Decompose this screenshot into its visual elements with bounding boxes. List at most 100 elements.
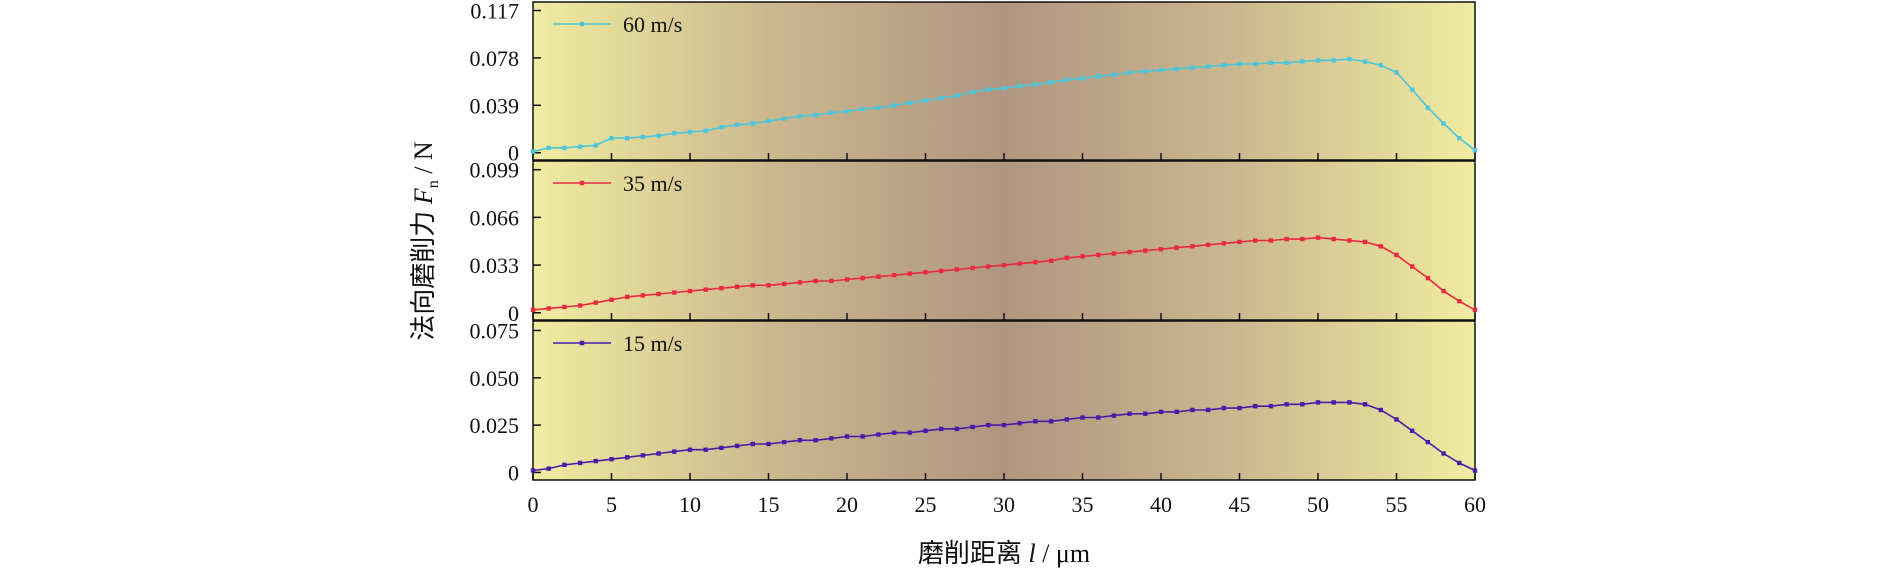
data-point (672, 131, 677, 136)
data-point (1237, 405, 1242, 411)
chart-panels: 0 0.039 0.078 0.117 60 m/s 0 0.033 0.066 0.099 35… (470, 0, 1478, 485)
y-tick-label: 0 (508, 141, 519, 166)
data-point (593, 300, 598, 305)
data-point (1064, 255, 1069, 261)
data-point (782, 116, 787, 121)
data-point (609, 456, 614, 462)
data-point (891, 272, 897, 278)
data-point (1127, 411, 1132, 416)
data-point (1190, 407, 1195, 413)
panel-1: 0 0.039 0.078 0.117 60 m/s (470, 0, 1478, 166)
data-point (1425, 275, 1431, 281)
data-point (1001, 422, 1007, 428)
data-point (1111, 413, 1117, 418)
data-point (1472, 307, 1478, 313)
data-point (734, 284, 740, 289)
data-point (1362, 59, 1368, 64)
data-point (640, 453, 646, 458)
data-point (860, 275, 865, 281)
data-point (1284, 236, 1289, 242)
data-point (1017, 83, 1022, 89)
data-point (891, 103, 897, 108)
data-point (907, 430, 912, 435)
x-tick-label: 55 (1386, 492, 1408, 517)
data-point (813, 112, 818, 118)
data-point (1472, 468, 1478, 473)
y-tick-label: 0.099 (470, 158, 520, 183)
data-point (1111, 251, 1117, 256)
y-axis-title: 法向磨削力 Fn / N (409, 141, 442, 341)
data-point (782, 281, 787, 287)
data-point (1347, 238, 1352, 243)
legend-marker (579, 340, 585, 346)
data-point (1158, 67, 1164, 73)
data-point (562, 304, 567, 310)
data-point (1033, 419, 1038, 424)
data-point (1221, 241, 1226, 246)
data-point (703, 287, 708, 292)
data-point (1378, 244, 1383, 249)
data-point (1080, 76, 1085, 81)
data-point (939, 268, 944, 274)
data-point (1331, 400, 1336, 405)
data-point (1457, 460, 1462, 466)
data-point (766, 118, 771, 124)
data-point (1315, 400, 1321, 405)
data-point (797, 438, 803, 443)
data-point (640, 134, 646, 140)
data-point (1378, 407, 1383, 413)
x-tick-label: 30 (993, 492, 1015, 517)
data-point (719, 445, 724, 451)
data-point (546, 145, 551, 151)
data-point (1472, 148, 1478, 153)
y-tick-label: 0.117 (470, 0, 519, 24)
data-point (625, 455, 630, 460)
data-point (1096, 73, 1101, 79)
data-point (593, 458, 598, 464)
x-tick-label: 35 (1072, 492, 1094, 517)
data-point (970, 265, 975, 271)
data-point (625, 294, 630, 300)
data-point (1221, 405, 1226, 411)
data-point (813, 438, 818, 443)
data-point (1237, 239, 1242, 245)
data-point (1362, 239, 1368, 245)
data-point (844, 434, 850, 439)
data-point (1300, 402, 1305, 407)
data-point (687, 129, 693, 135)
data-point (1300, 59, 1305, 64)
y-tick-label: 0.078 (470, 46, 520, 71)
data-point (1143, 411, 1148, 416)
data-point (1331, 236, 1336, 242)
data-point (1315, 58, 1321, 63)
legend-label: 35 m/s (623, 171, 682, 196)
data-point (939, 426, 944, 432)
data-point (1284, 402, 1289, 407)
data-point (734, 122, 740, 127)
data-point (923, 98, 928, 103)
data-point (1331, 58, 1336, 63)
data-point (1268, 403, 1274, 409)
data-point (734, 443, 740, 449)
y-tick-label: 0 (508, 460, 519, 485)
data-point (562, 462, 567, 468)
data-point (1378, 63, 1383, 68)
x-tick-label: 0 (528, 492, 539, 517)
data-point (1174, 409, 1179, 415)
data-point (577, 460, 583, 466)
data-point (1300, 236, 1305, 242)
y-tick-label: 0.033 (470, 253, 520, 278)
data-point (954, 93, 960, 98)
data-point (1457, 135, 1462, 141)
data-point (970, 424, 975, 430)
x-tick-label: 5 (606, 492, 617, 517)
data-point (1205, 242, 1211, 248)
data-point (1096, 415, 1101, 420)
data-point (1033, 259, 1038, 265)
data-point (813, 278, 818, 284)
data-point (876, 105, 881, 110)
legend-label: 60 m/s (623, 12, 682, 37)
x-tick-label: 45 (1229, 492, 1251, 517)
data-point (986, 264, 991, 269)
data-point (1205, 407, 1211, 413)
